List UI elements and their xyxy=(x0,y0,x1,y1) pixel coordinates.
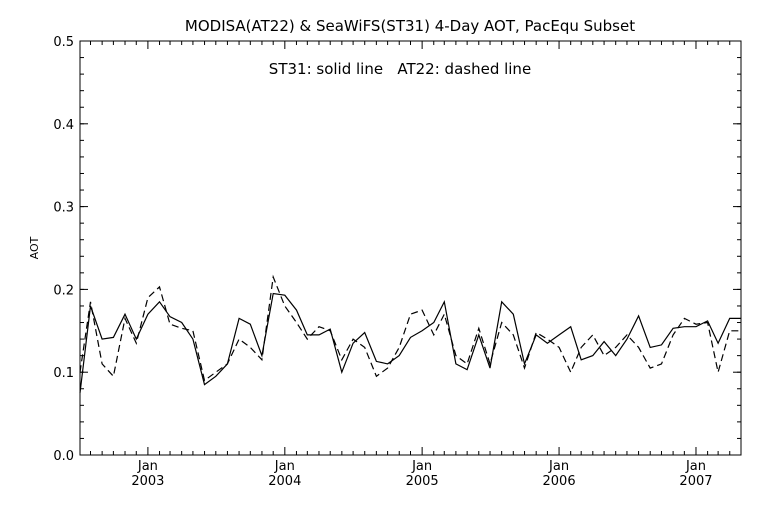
y-tick-label: 0.1 xyxy=(53,366,74,381)
x-tick-year: 2006 xyxy=(543,474,576,489)
x-tick-month: Jan xyxy=(685,459,706,474)
x-tick-year: 2005 xyxy=(406,474,439,489)
y-tick-label: 0.0 xyxy=(53,449,74,464)
y-tick-label: 0.3 xyxy=(53,201,74,216)
x-tick-year: 2004 xyxy=(268,474,301,489)
series-line-at22 xyxy=(79,274,741,382)
series-layer xyxy=(79,274,741,393)
x-tick-month: Jan xyxy=(548,459,569,474)
y-tick-label: 0.5 xyxy=(53,35,74,50)
chart-title: MODISA(AT22) & SeaWiFS(ST31) 4-Day AOT, … xyxy=(185,17,635,35)
x-tick-year: 2007 xyxy=(679,474,712,489)
y-axis-label: AOT xyxy=(28,236,41,259)
y-tick-label: 0.2 xyxy=(53,283,74,298)
y-axis-ticks: 0.0 0.1 0.2 0.3 0.4 0.5 xyxy=(53,35,741,464)
line-style-annotation: ST31: solid line AT22: dashed line xyxy=(269,60,531,78)
plot-frame xyxy=(79,40,742,456)
y-tick-label: 0.4 xyxy=(53,118,74,133)
x-tick-month: Jan xyxy=(411,459,432,474)
x-tick-month: Jan xyxy=(137,459,158,474)
x-tick-month: Jan xyxy=(274,459,295,474)
series-line-st31 xyxy=(79,292,741,393)
x-tick-year: 2003 xyxy=(131,474,164,489)
